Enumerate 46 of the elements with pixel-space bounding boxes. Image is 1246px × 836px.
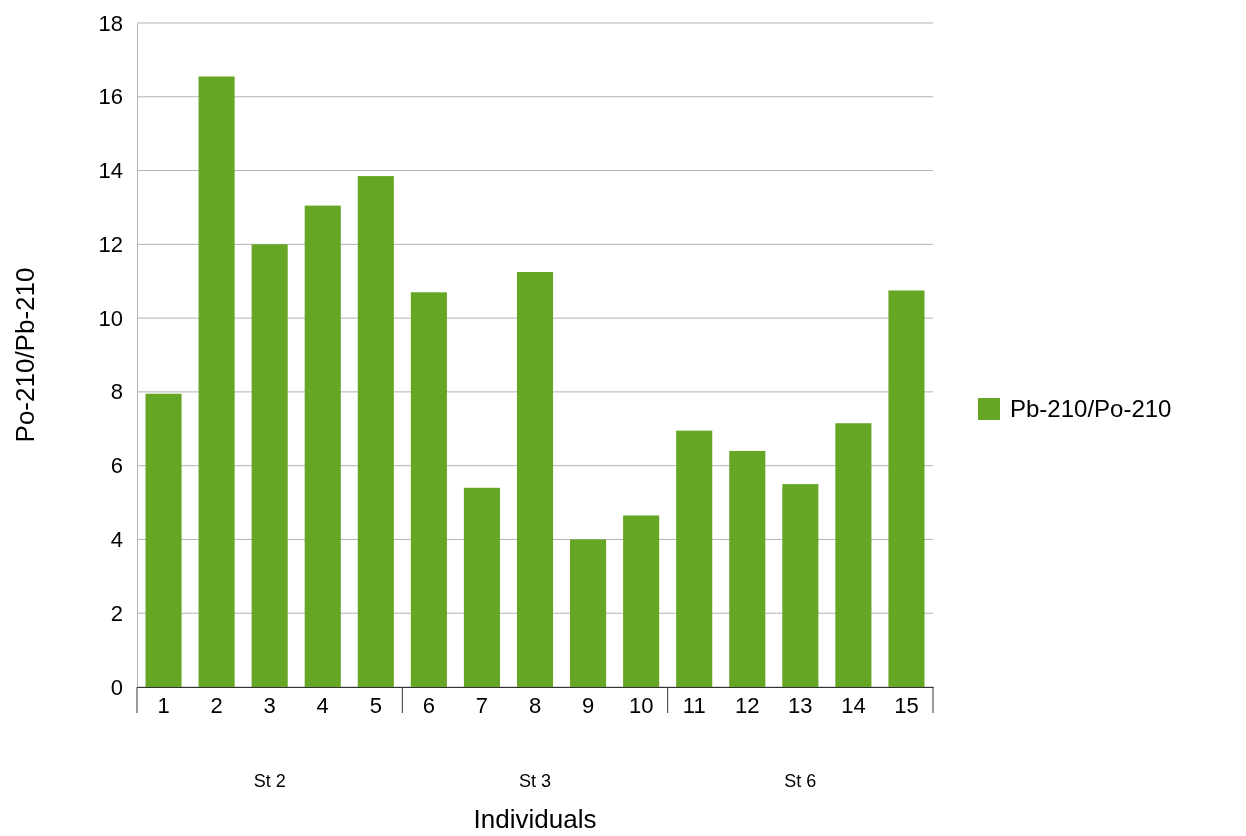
y-tick-label: 0 <box>110 674 123 700</box>
text: St 2 <box>253 771 286 791</box>
y-tick-label: 2 <box>110 600 123 626</box>
bar <box>145 393 182 687</box>
bar <box>888 290 925 687</box>
y-tick-label: 18 <box>98 10 123 36</box>
x-tick-label: 14 <box>841 692 866 718</box>
y-tick-label: 14 <box>98 158 123 184</box>
x-tick-label: 10 <box>628 692 654 718</box>
y-tick-label: 8 <box>110 379 123 405</box>
y-axis-title: Po-210/Pb-210 <box>10 267 40 443</box>
bar <box>198 76 235 687</box>
bar <box>516 272 554 687</box>
bar <box>570 539 607 687</box>
x-tick-label: 1 <box>157 692 170 718</box>
x-tick-label: 12 <box>735 692 760 718</box>
bar <box>835 423 872 687</box>
bar <box>410 292 447 687</box>
x-tick-label: 9 <box>581 692 595 718</box>
x-tick-label: 13 <box>788 692 813 718</box>
x-tick-label: 15 <box>894 692 919 718</box>
y-tick-label: 4 <box>110 526 123 552</box>
x-tick-label: 3 <box>263 692 276 718</box>
bar <box>251 244 288 687</box>
y-tick-label: 12 <box>98 231 123 257</box>
bar <box>304 205 341 687</box>
y-tick-label: 10 <box>98 305 123 331</box>
y-tick-label: 16 <box>98 84 123 110</box>
x-tick-label: 6 <box>422 692 435 718</box>
bar <box>463 487 500 687</box>
legend-label: Pb-210/Po-210 <box>1010 395 1172 422</box>
bar <box>676 430 713 687</box>
text: St 6 <box>784 771 817 791</box>
x-tick-label: 2 <box>210 692 223 718</box>
bar <box>729 450 766 687</box>
x-tick-label: 4 <box>316 692 329 718</box>
bar <box>623 515 660 687</box>
x-tick-label: 5 <box>369 692 382 718</box>
bar <box>357 176 394 687</box>
x-tick-label: 11 <box>682 692 706 718</box>
x-tick-label: 8 <box>528 692 542 718</box>
x-axis-title: Individuals <box>473 804 597 834</box>
bar <box>782 484 819 687</box>
text: St 3 <box>518 771 552 791</box>
x-tick-label: 7 <box>475 692 489 718</box>
y-tick-label: 6 <box>110 453 123 479</box>
